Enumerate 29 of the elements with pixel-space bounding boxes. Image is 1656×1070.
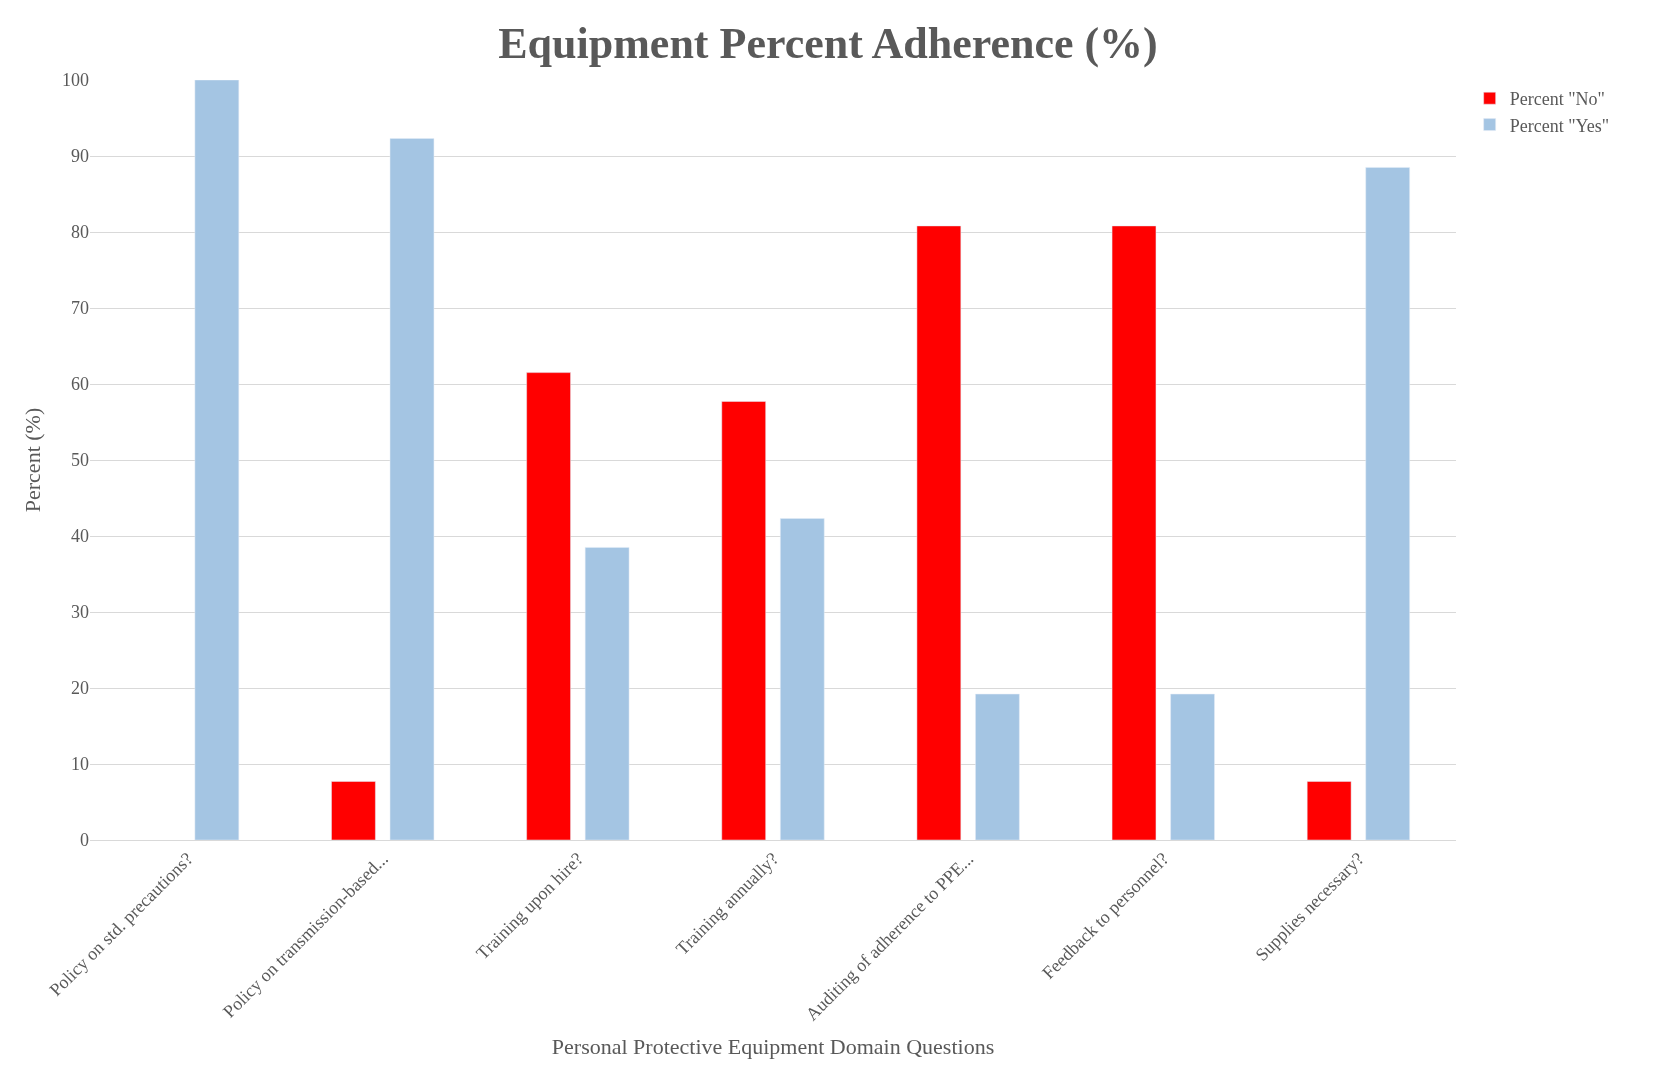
- bar: [975, 693, 1020, 840]
- bar: [1111, 225, 1157, 840]
- legend-label: Percent "Yes": [1509, 115, 1610, 136]
- y-axis-title: Percent (%): [19, 407, 45, 513]
- y-tick-label: 100: [62, 70, 89, 91]
- y-tick-label: 10: [71, 754, 89, 775]
- bar: [721, 401, 766, 840]
- x-axis-title: Personal Protective Equipment Domain Questions: [551, 1034, 995, 1060]
- bar: [916, 225, 962, 840]
- bar: [331, 781, 376, 840]
- bar: [780, 518, 825, 840]
- bar: [1170, 693, 1215, 840]
- bar: [1365, 167, 1410, 840]
- y-tick-label: 20: [71, 678, 89, 699]
- y-tick-label: 80: [71, 222, 89, 243]
- legend-label: Percent "No": [1509, 89, 1605, 110]
- y-tick-label: 30: [71, 602, 89, 623]
- y-tick-label: 70: [71, 298, 89, 319]
- bar: [584, 547, 630, 840]
- bar: [389, 138, 435, 840]
- y-tick-label: 0: [80, 830, 89, 851]
- bar: [526, 372, 571, 840]
- bar: [1306, 781, 1352, 840]
- y-tick-label: 40: [71, 526, 89, 547]
- chart-title: Equipment Percent Adherence (%): [498, 18, 1158, 68]
- y-tick-label: 50: [71, 450, 89, 471]
- y-tick-label: 90: [71, 146, 89, 167]
- y-tick-label: 60: [71, 374, 89, 395]
- bar: [194, 80, 240, 840]
